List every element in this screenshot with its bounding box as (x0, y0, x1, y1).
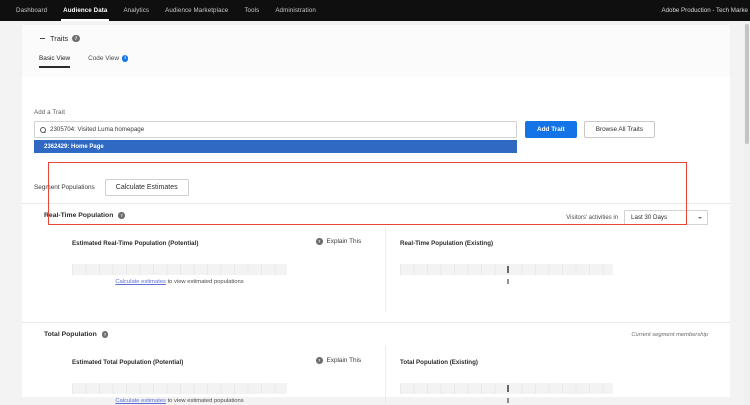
estimated-real-time-block: Estimated Real-Time Population (Potentia… (72, 240, 372, 285)
content-panel: Add a Trait 2305704: Visited Luma homepa… (22, 77, 730, 405)
total-existing-block: Total Population (Existing) (400, 359, 615, 403)
add-trait-button[interactable]: Add Trait (525, 121, 577, 138)
estimated-total-note: Calculate estimates to view estimated po… (72, 398, 287, 404)
divider-top (22, 203, 730, 204)
scrollbar-thumb[interactable] (744, 24, 750, 144)
divider-middle (22, 322, 730, 323)
explain-this-total[interactable]: ? Explain This (316, 357, 361, 364)
visitors-activities-label: Visitors' activities in (566, 214, 618, 221)
estimated-total-skeleton (72, 383, 287, 394)
loading-marker-secondary-icon (506, 279, 509, 284)
tab-code-view-label: Code View (88, 55, 119, 62)
add-trait-label: Add a Trait (34, 109, 66, 116)
explain-this-real-time[interactable]: ? Explain This (316, 238, 361, 245)
help-icon[interactable]: ? (72, 34, 80, 43)
list-item[interactable]: 2362429: Home Page (34, 140, 517, 153)
visitors-activities-control: Visitors' activities in Last 30 Days (566, 210, 708, 225)
help-icon: ? (316, 238, 323, 245)
nav-item-administration[interactable]: Administration (275, 7, 316, 14)
total-existing-label: Total Population (Existing) (400, 359, 478, 366)
traits-card-header: Traits ? (22, 25, 730, 43)
segment-populations-label: Segment Populations (34, 184, 95, 191)
explain-this-label: Explain This (326, 357, 362, 364)
nav-items: Dashboard Audience Data Analytics Audien… (0, 0, 324, 21)
calculate-estimates-note-rest: to view estimated populations (165, 398, 244, 404)
calculate-estimates-button[interactable]: Calculate Estimates (104, 179, 189, 196)
estimated-real-time-skeleton (72, 264, 287, 275)
date-range-value: Last 30 Days (631, 214, 668, 221)
vertical-scrollbar[interactable] (744, 21, 750, 405)
chevron-collapse-icon[interactable] (39, 35, 46, 42)
browse-all-traits-button[interactable]: Browse All Traits (583, 121, 655, 138)
view-tabs: Basic View Code View i (22, 43, 730, 68)
nav-item-dashboard[interactable]: Dashboard (16, 7, 48, 14)
real-time-existing-label: Real-Time Population (Existing) (400, 240, 494, 247)
account-name[interactable]: Adobe Production - Tech Marke (661, 7, 748, 14)
column-divider-top (385, 227, 386, 312)
estimated-total-label: Estimated Total Population (Potential) (72, 359, 184, 366)
estimated-real-time-label: Estimated Real-Time Population (Potentia… (72, 240, 199, 247)
nav-item-audience-data[interactable]: Audience Data (55, 0, 115, 21)
segment-populations-row: Segment Populations Calculate Estimates (34, 179, 189, 196)
traits-card: Traits ? Basic View Code View i (22, 25, 730, 77)
real-time-existing-block: Real-Time Population (Existing) (400, 240, 615, 284)
loading-marker-secondary-icon (506, 398, 509, 403)
trait-search-input[interactable]: 2305704: Visited Luma homepage (34, 121, 517, 138)
section-title-total: Total Population ? (44, 331, 109, 338)
chevron-down-icon (698, 216, 702, 219)
estimated-real-time-note: Calculate estimates to view estimated po… (72, 279, 287, 285)
trait-suggestion-list: 2362429: Home Page (34, 140, 517, 153)
tab-basic-view[interactable]: Basic View (39, 55, 79, 68)
calculate-estimates-link[interactable]: Calculate estimates (115, 398, 166, 404)
add-trait-section: Add a Trait 2305704: Visited Luma homepa… (34, 109, 666, 153)
top-navigation-bar: Dashboard Audience Data Analytics Audien… (0, 0, 750, 21)
nav-item-tools[interactable]: Tools (244, 7, 260, 14)
info-icon[interactable]: i (121, 55, 129, 62)
nav-item-analytics[interactable]: Analytics (123, 7, 150, 14)
search-icon (40, 126, 47, 133)
nav-item-audience-marketplace[interactable]: Audience Marketplace (165, 7, 229, 14)
tab-basic-view-label: Basic View (39, 55, 71, 62)
estimated-total-block: Estimated Total Population (Potential) C… (72, 359, 372, 404)
calculate-estimates-note-rest: to view estimated populations (165, 279, 244, 285)
column-divider-bottom (385, 346, 386, 405)
current-segment-membership-note: Current segment membership (631, 332, 708, 338)
section-title-label: Real-Time Population (44, 212, 114, 219)
section-title-real-time: Real-Time Population ? (44, 212, 125, 219)
help-icon[interactable]: ? (118, 212, 125, 219)
help-icon: ? (316, 357, 323, 364)
page-title: Traits (50, 34, 69, 43)
explain-this-label: Explain This (326, 238, 362, 245)
loading-marker-icon (506, 265, 509, 273)
date-range-select[interactable]: Last 30 Days (624, 210, 708, 225)
tab-code-view[interactable]: Code View i (88, 55, 137, 68)
help-icon[interactable]: ? (101, 331, 109, 338)
calculate-estimates-link[interactable]: Calculate estimates (115, 279, 166, 285)
page-body: Traits ? Basic View Code View i Add a Tr… (0, 21, 750, 405)
add-trait-row: 2305704: Visited Luma homepage Add Trait… (34, 121, 666, 138)
section-title-label: Total Population (44, 331, 97, 338)
trait-search-value: 2305704: Visited Luma homepage (50, 126, 145, 133)
loading-marker-icon (506, 384, 509, 392)
